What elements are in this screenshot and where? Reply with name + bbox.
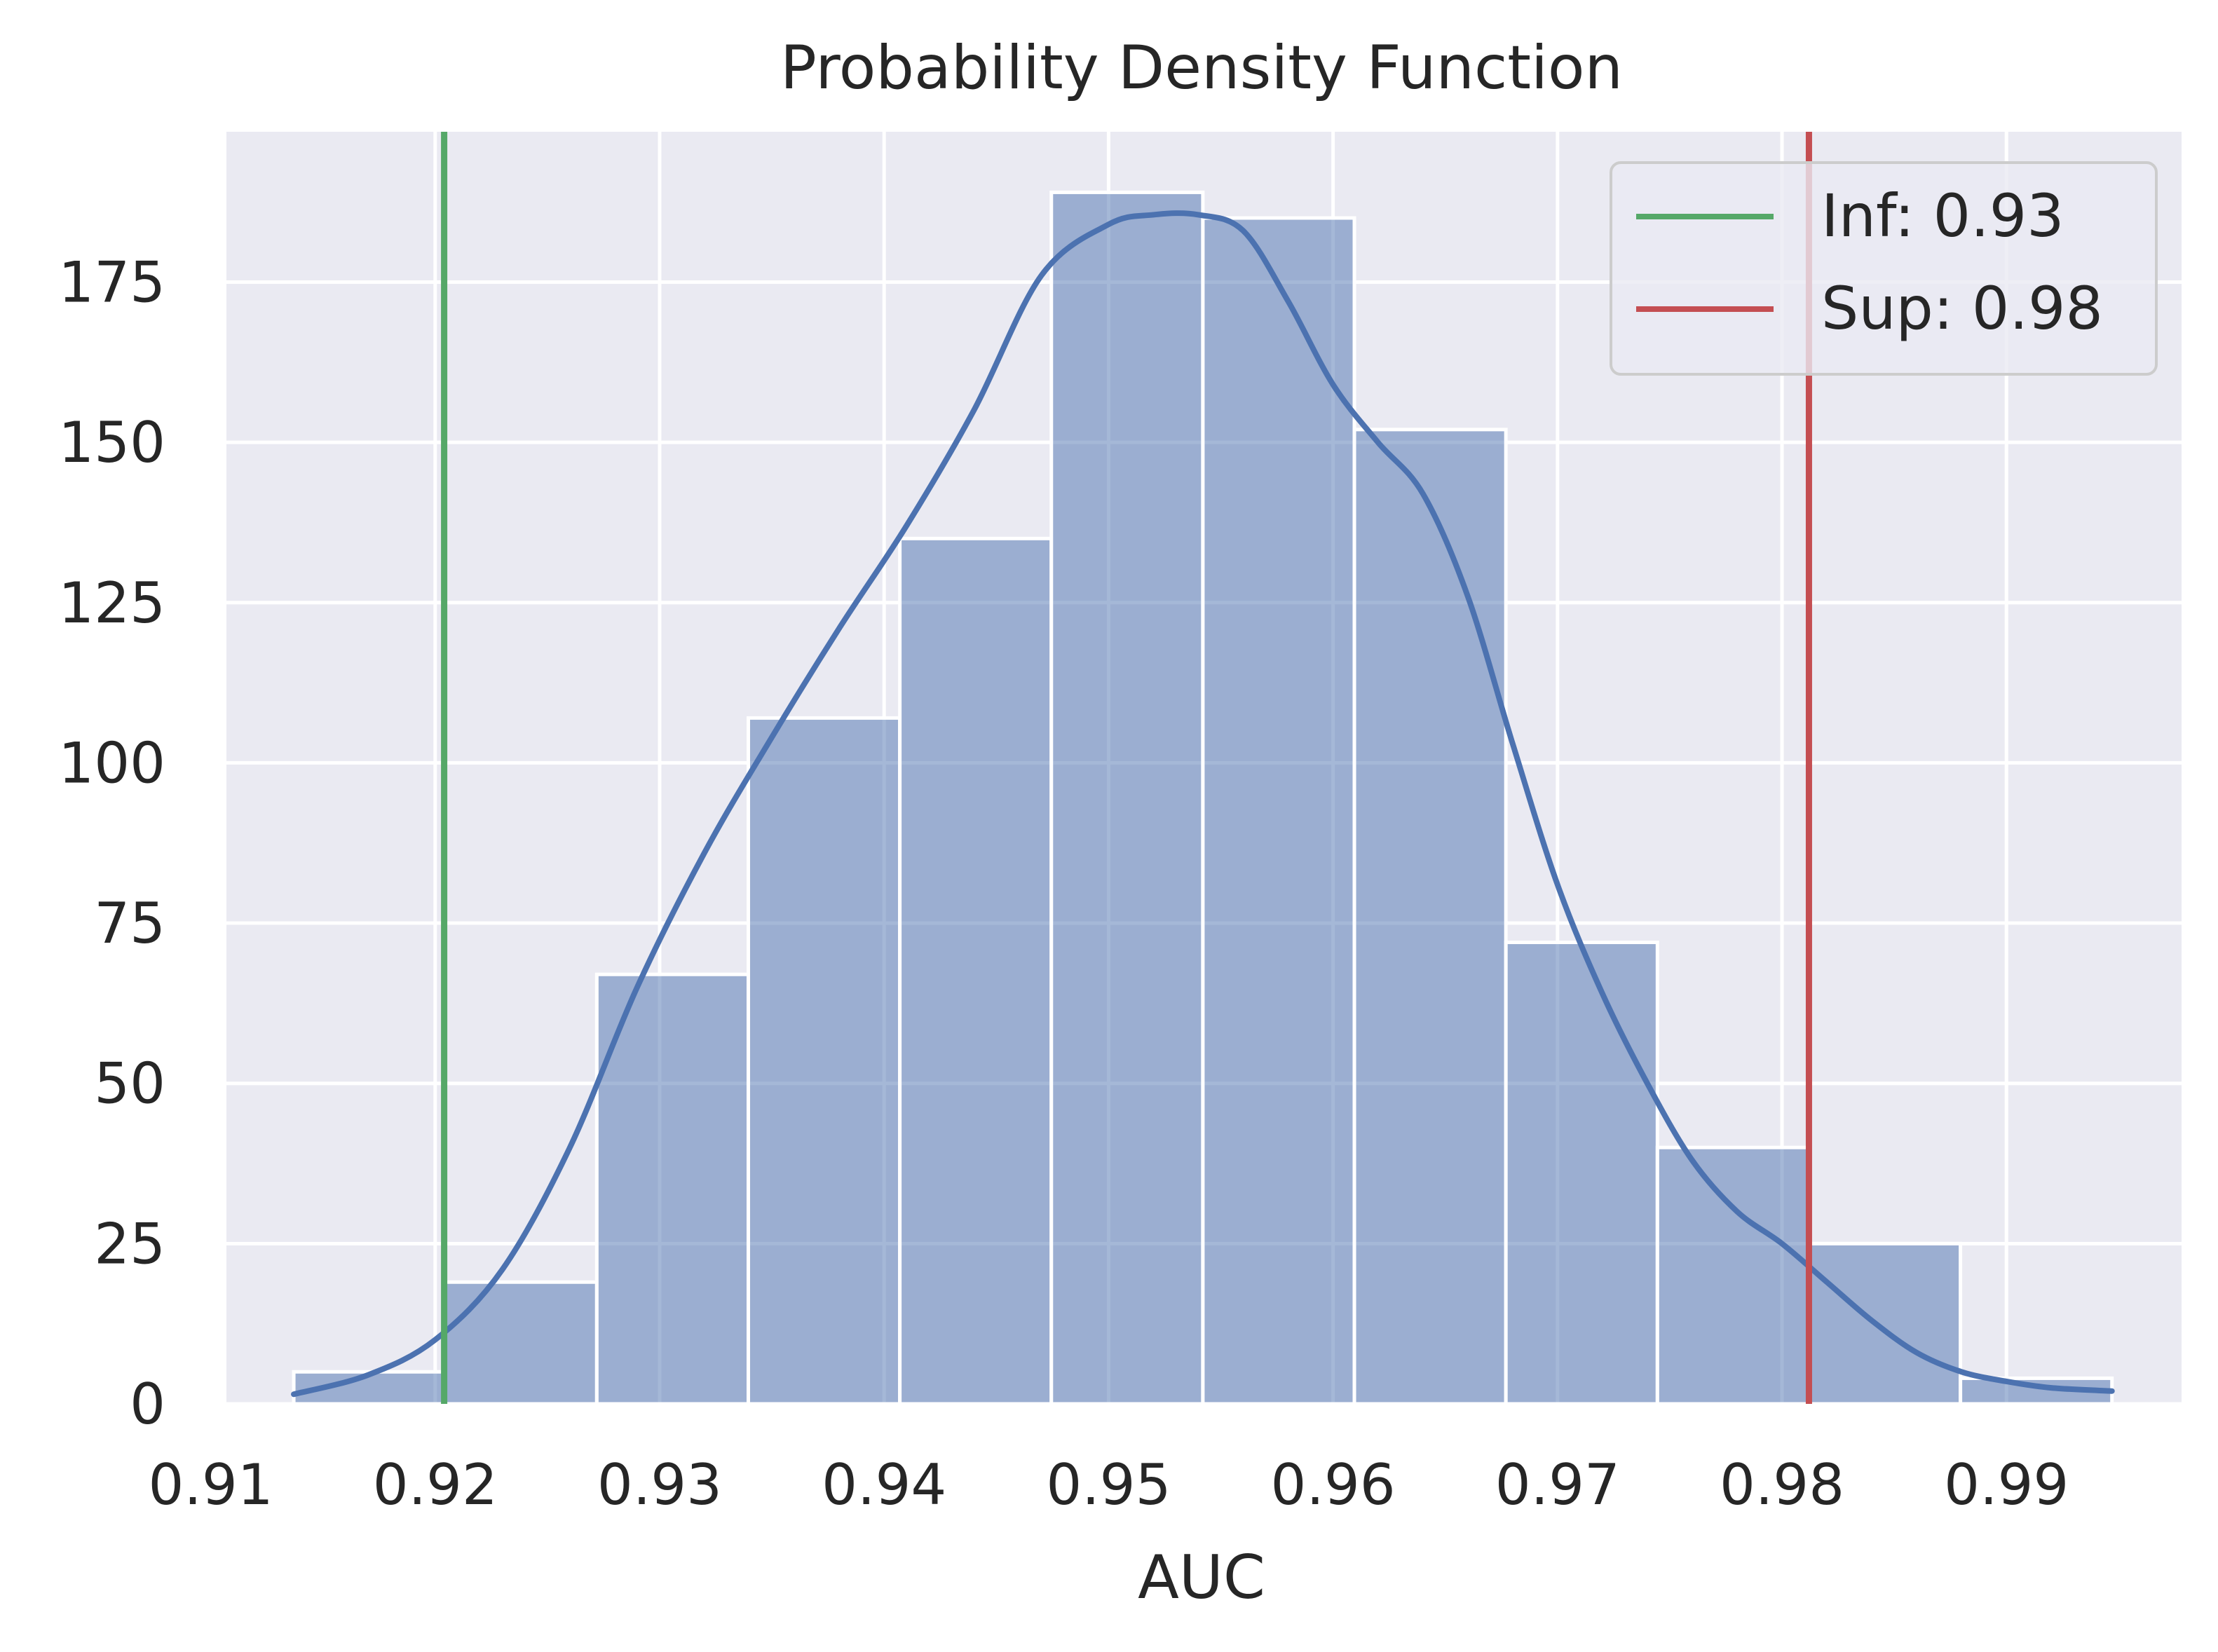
kde-curve (291, 210, 2115, 1398)
x-tick-label: 0.97 (1495, 1452, 1620, 1517)
y-tick-label: 75 (94, 891, 165, 956)
chart-title: Probability Density Function (780, 33, 1623, 103)
y-tick-label: 50 (94, 1051, 165, 1117)
y-tick-label: 125 (58, 571, 165, 636)
histogram-bar (594, 972, 750, 1406)
y-tick-label: 0 (130, 1372, 165, 1437)
kde-line (291, 210, 2115, 1398)
x-tick-label: 0.96 (1271, 1452, 1396, 1517)
histogram-bar (1655, 1145, 1811, 1406)
x-tick-label: 0.98 (1720, 1452, 1844, 1517)
histogram-bar (1049, 190, 1205, 1406)
histogram-bar (1352, 428, 1508, 1406)
y-tick-label: 150 (58, 410, 165, 475)
x-tick-label: 0.92 (373, 1452, 498, 1517)
y-tick-label: 175 (58, 250, 165, 315)
histogram-bar (746, 716, 902, 1406)
histogram-bar (1504, 940, 1659, 1406)
y-tick-label: 100 (58, 730, 165, 796)
histogram-bar (1201, 216, 1356, 1406)
x-axis-label: AUC (1138, 1543, 1265, 1613)
tick-labels: 0.91 0.92 0.93 0.94 0.95 0.96 0.97 0.98 0.99 0 25 5… (58, 250, 2069, 1517)
histogram-bar (443, 1280, 599, 1406)
x-tick-label: 0.91 (149, 1452, 273, 1517)
x-tick-label: 0.94 (822, 1452, 946, 1517)
x-tick-label: 0.93 (597, 1452, 722, 1517)
histogram-bar (1807, 1241, 1963, 1406)
legend-label-inf: Inf: 0.93 (1821, 182, 2064, 250)
legend-label-sup: Sup: 0.98 (1821, 274, 2103, 343)
legend: Inf: 0.93 Sup: 0.98 (1610, 161, 2158, 376)
x-tick-label: 0.99 (1944, 1452, 2069, 1517)
x-tick-label: 0.95 (1046, 1452, 1171, 1517)
y-tick-label: 25 (94, 1211, 165, 1276)
histogram-bars (292, 190, 2114, 1406)
histogram-bar (898, 536, 1054, 1406)
